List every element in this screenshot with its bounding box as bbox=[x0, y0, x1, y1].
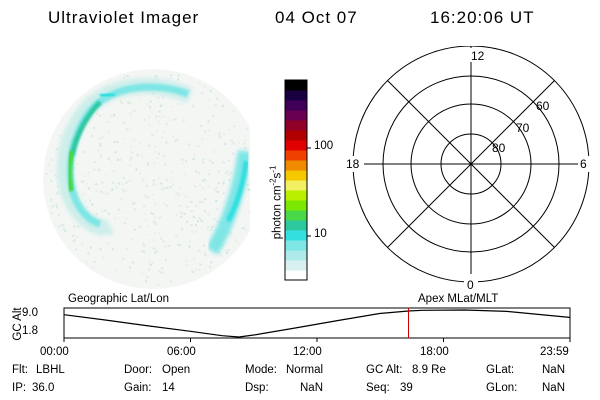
glat-label: GLat: bbox=[486, 364, 515, 376]
colorbar-cell bbox=[285, 170, 307, 181]
gain-label: Gain: bbox=[124, 382, 152, 394]
time-tick-1800: 18:00 bbox=[420, 346, 449, 358]
colorbar-cell bbox=[285, 210, 307, 221]
colorbar-cell bbox=[285, 100, 307, 111]
gc-alt-value: 8.9 Re bbox=[412, 364, 446, 376]
mlt-label-0: 0 bbox=[467, 278, 474, 292]
glon-value: NaN bbox=[542, 382, 566, 394]
ip-label: IP: bbox=[12, 382, 27, 394]
colorbar bbox=[284, 79, 311, 281]
colorbar-unit-label: photon cm-2s-1 bbox=[269, 132, 284, 272]
time-tick-0600: 06:00 bbox=[167, 346, 196, 358]
time-tick-1200: 12:00 bbox=[293, 346, 322, 358]
colorbar-cells bbox=[285, 80, 307, 281]
filter-label: Flt: bbox=[12, 364, 28, 376]
colorbar-cell bbox=[285, 250, 307, 261]
colorbar-cell bbox=[285, 160, 307, 171]
seq-value: 39 bbox=[400, 382, 413, 394]
apex-coord-caption: Apex MLat/MLT bbox=[418, 293, 499, 305]
dsp-label: Dsp: bbox=[245, 382, 269, 394]
colorbar-tick-100: 100 bbox=[314, 140, 334, 152]
colorbar-cell bbox=[285, 150, 307, 161]
colorbar-tick-10: 10 bbox=[314, 228, 327, 240]
mlt-label-18: 18 bbox=[346, 157, 360, 171]
gc-alt-label: GC Alt: bbox=[366, 364, 403, 376]
colorbar-cell bbox=[285, 270, 307, 281]
y-tick-1-8: 1.8 bbox=[22, 325, 38, 337]
auroral-image bbox=[43, 69, 250, 289]
colorbar-cell bbox=[285, 120, 307, 131]
colorbar-cell bbox=[285, 200, 307, 211]
mode-label: Mode: bbox=[245, 364, 277, 376]
altitude-timeline bbox=[63, 307, 571, 342]
door-value: Open bbox=[162, 364, 191, 376]
colorbar-cell bbox=[285, 190, 307, 201]
unit-sup-2: -1 bbox=[268, 165, 278, 173]
instrument-title: Ultraviolet Imager bbox=[48, 8, 200, 27]
altitude-curve bbox=[63, 309, 570, 338]
colorbar-cell bbox=[285, 90, 307, 101]
colorbar-cell bbox=[285, 130, 307, 141]
colorbar-cell bbox=[285, 140, 307, 151]
time-label: 16:20:06 UT bbox=[430, 8, 535, 27]
door-label: Door: bbox=[124, 364, 153, 376]
colorbar-cell bbox=[285, 230, 307, 241]
colorbar-cell bbox=[285, 180, 307, 191]
colorbar-cell bbox=[285, 80, 307, 91]
colorbar-cell bbox=[285, 220, 307, 231]
colorbar-cell bbox=[285, 260, 307, 271]
geo-coord-caption: Geographic Lat/Lon bbox=[68, 293, 170, 305]
filter-value: LBHL bbox=[36, 364, 65, 376]
lat-label-60: 60 bbox=[536, 99, 550, 113]
mlt-label-6: 6 bbox=[580, 157, 587, 171]
time-tick-0000: 00:00 bbox=[40, 346, 69, 358]
mode-value: Normal bbox=[286, 364, 324, 376]
time-tick-2359: 23:59 bbox=[540, 346, 569, 358]
mlt-label-12: 12 bbox=[471, 49, 485, 63]
glon-label: GLon: bbox=[486, 382, 518, 394]
glat-value: NaN bbox=[542, 364, 566, 376]
colorbar-cell bbox=[285, 110, 307, 121]
lat-label-80: 80 bbox=[492, 141, 506, 155]
ip-value: 36.0 bbox=[32, 382, 55, 394]
lat-label-70: 70 bbox=[516, 121, 530, 135]
colorbar-cell bbox=[285, 240, 307, 251]
polar-grid: 12 18 6 0 60 70 80 bbox=[344, 46, 592, 292]
seq-label: Seq: bbox=[366, 382, 390, 394]
y-tick-9: 9.0 bbox=[22, 307, 38, 319]
unit-text: photon cm bbox=[271, 185, 284, 240]
gain-value: 14 bbox=[162, 382, 175, 394]
unit-sup-1: -2 bbox=[268, 178, 278, 186]
dsp-value: NaN bbox=[300, 382, 324, 394]
date-label: 04 Oct 07 bbox=[275, 8, 358, 27]
unit-text-s: s bbox=[271, 172, 284, 179]
